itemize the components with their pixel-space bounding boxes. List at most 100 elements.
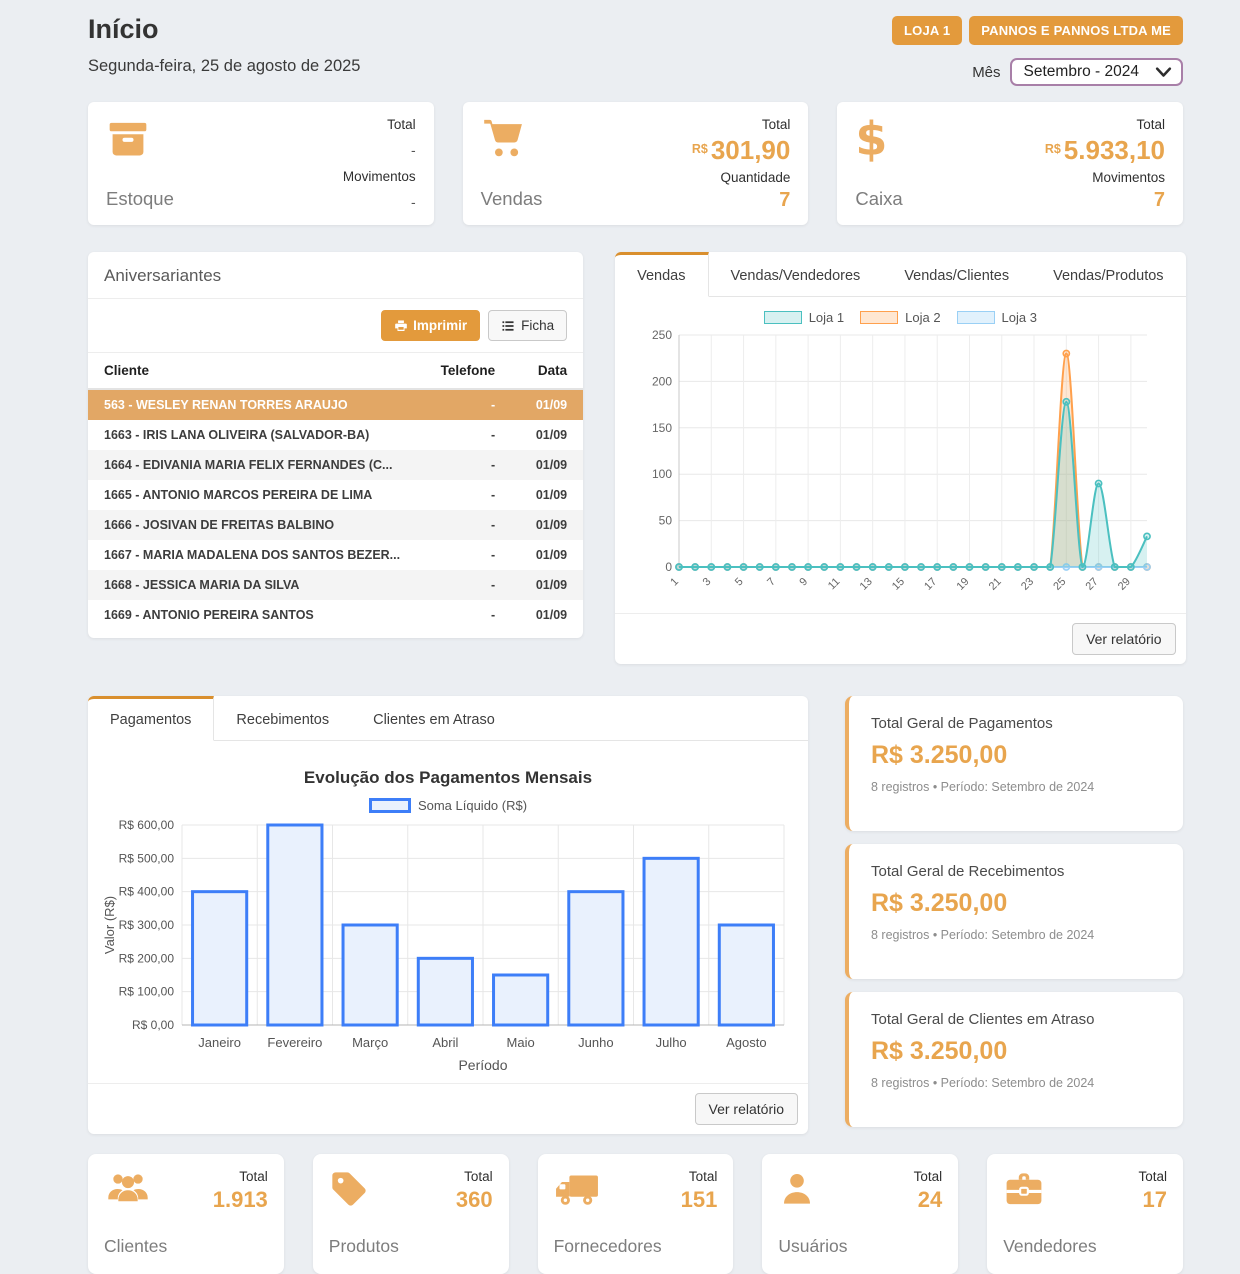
svg-text:19: 19 <box>954 576 971 593</box>
sales-chart-panel: Vendas Vendas/Vendedores Vendas/Clientes Ve… <box>615 252 1186 664</box>
total-label: Total <box>1136 117 1166 132</box>
svg-text:50: 50 <box>658 514 672 528</box>
bar-Junho[interactable] <box>567 890 625 1027</box>
card-value: R$ 3.250,00 <box>871 1037 1008 1065</box>
data-point <box>1013 563 1022 571</box>
legend-label: Loja 1 <box>808 310 845 325</box>
payments-report-button[interactable]: Ver relatório <box>694 1093 798 1125</box>
list-icon <box>501 319 515 333</box>
sales-tab-0[interactable]: Vendas <box>615 252 709 297</box>
data-point <box>771 563 780 571</box>
phone-cell: - <box>490 398 496 412</box>
bar-Fevereiro[interactable] <box>266 823 324 1027</box>
movements-label: Movimentos <box>342 168 416 184</box>
phone-cell: - <box>490 428 496 442</box>
month-select-value: Setembro - 2024 <box>1023 63 1139 80</box>
svg-text:100: 100 <box>652 467 672 481</box>
data-point <box>836 563 845 571</box>
sales-tab-3[interactable]: Vendas/Produtos <box>1053 268 1164 284</box>
svg-text:Julho: Julho <box>656 1035 687 1050</box>
clients-label: Clientes <box>104 1236 168 1256</box>
svg-text:Período: Período <box>458 1057 507 1073</box>
total-label: Total <box>239 1169 268 1184</box>
ficha-button[interactable]: Ficha <box>488 310 568 341</box>
legend-swatch <box>860 311 899 324</box>
sales-tabs: Vendas Vendas/Vendedores Vendas/Clientes Ve… <box>615 252 1186 297</box>
svg-text:5: 5 <box>733 576 746 589</box>
data-point <box>916 563 925 571</box>
svg-text:13: 13 <box>857 576 874 593</box>
cash-label: Caixa <box>855 188 903 209</box>
phone-cell: - <box>490 458 496 472</box>
birthday-row[interactable]: 1664 - EDIVANIA MARIA FELIX FERNANDES (C… <box>88 450 584 480</box>
birthday-row[interactable]: 1665 - ANTONIO MARCOS PEREIRA DE LIMA - 01… <box>88 480 583 510</box>
payments-tab-0[interactable]: Pagamentos <box>88 696 215 741</box>
sales-summary-card: Vendas Total R$ 301,90 Quantidade 7 <box>462 102 809 225</box>
birthday-row[interactable]: 563 - WESLEY RENAN TORRES ARAUJO - 01/09 <box>88 390 584 420</box>
client-cell: 1666 - JOSIVAN DE FREITAS BALBINO <box>104 518 335 532</box>
svg-text:21: 21 <box>987 576 1004 593</box>
date-cell: 01/09 <box>535 518 568 532</box>
bar-Março[interactable] <box>341 923 399 1027</box>
payments-tab-2[interactable]: Clientes em Atraso <box>373 712 495 728</box>
data-point <box>981 563 990 571</box>
birthday-row[interactable]: 1666 - JOSIVAN DE FREITAS BALBINO - 01/09 <box>88 510 584 540</box>
sales-tab-1[interactable]: Vendas/Vendedores <box>730 268 861 284</box>
legend-label: Loja 3 <box>1001 310 1037 325</box>
data-point <box>804 563 812 571</box>
birthday-row[interactable]: 1663 - IRIS LANA OLIVEIRA (SALVADOR-BA) -… <box>88 420 583 450</box>
svg-text:Junho: Junho <box>578 1035 613 1050</box>
sales-tab-2[interactable]: Vendas/Clientes <box>904 268 1010 284</box>
birthdays-table-body: 563 - WESLEY RENAN TORRES ARAUJO -01/09 16… <box>88 390 584 630</box>
data-point <box>723 563 732 571</box>
card-title: Total Geral de Recebimentos <box>871 863 1065 880</box>
month-label: Mês <box>972 63 1001 81</box>
bar-Janeiro[interactable] <box>191 890 249 1027</box>
data-point <box>1142 563 1151 571</box>
birthdays-toolbar: Imprimir Ficha <box>88 299 584 353</box>
payments-chart-legend: Soma Líquido (R$) <box>96 798 800 813</box>
bar-Abril[interactable] <box>416 956 474 1027</box>
sales-quantity-value: 7 <box>779 189 791 211</box>
legend-loja-3[interactable]: Loja 3 <box>956 310 1037 325</box>
ficha-button-label: Ficha <box>521 318 555 333</box>
bar-Maio[interactable] <box>492 973 550 1027</box>
birthday-row[interactable]: 1669 - ANTONIO PEREIRA SANTOS - 01/09 <box>88 600 583 630</box>
data-point <box>787 563 796 571</box>
svg-text:Janeiro: Janeiro <box>198 1035 241 1050</box>
suppliers-card: Total 151 Fornecedores <box>537 1154 734 1274</box>
svg-text:Agosto: Agosto <box>726 1035 766 1050</box>
legend-soma-liquido[interactable]: Soma Líquido (R$) <box>368 798 527 813</box>
bar-Julho[interactable] <box>642 856 700 1027</box>
legend-loja-2[interactable]: Loja 2 <box>860 310 941 325</box>
data-point <box>1046 563 1054 571</box>
svg-text:9: 9 <box>797 576 810 589</box>
svg-text:200: 200 <box>652 374 672 388</box>
bar-Agosto[interactable] <box>717 923 775 1027</box>
birthday-row[interactable]: 1667 - MARIA MADALENA DOS SANTOS BEZER..… <box>88 540 583 570</box>
products-label: Produtos <box>328 1236 399 1256</box>
suppliers-total: 151 <box>680 1187 718 1212</box>
month-select[interactable]: Setembro - 2024 <box>1009 58 1183 86</box>
svg-text:R$ 0,00: R$ 0,00 <box>132 1018 174 1032</box>
payments-bar-chart[interactable]: R$ 0,00 R$ 100,00 R$ 200,00 R$ 300,00 R$ 400… <box>98 817 798 1079</box>
print-button[interactable]: Imprimir <box>381 310 481 341</box>
sellers-total: 17 <box>1142 1187 1167 1212</box>
cash-summary-card: $ Caixa Total R$ 5.933,10 Movimentos 7 <box>837 102 1184 225</box>
date-cell: 01/09 <box>535 578 568 592</box>
card-subtitle: 8 registros • Período: Setembro de 2024 <box>871 1076 1095 1090</box>
cart-icon <box>481 117 543 161</box>
payments-tab-1[interactable]: Recebimentos <box>236 712 330 728</box>
svg-text:3: 3 <box>700 576 713 589</box>
movements-label: Movimentos <box>1092 169 1166 185</box>
printer-icon <box>394 319 408 333</box>
birthday-row[interactable]: 1668 - JESSICA MARIA DA SILVA - 01/09 <box>88 570 584 600</box>
date-cell: 01/09 <box>535 458 568 472</box>
client-cell: 1663 - IRIS LANA OLIVEIRA (SALVADOR-BA) <box>104 428 370 442</box>
user-icon <box>778 1169 816 1209</box>
legend-loja-1[interactable]: Loja 1 <box>763 310 845 325</box>
data-point <box>1078 563 1087 571</box>
legend-swatch <box>763 311 802 324</box>
sales-report-button[interactable]: Ver relatório <box>1072 623 1176 655</box>
